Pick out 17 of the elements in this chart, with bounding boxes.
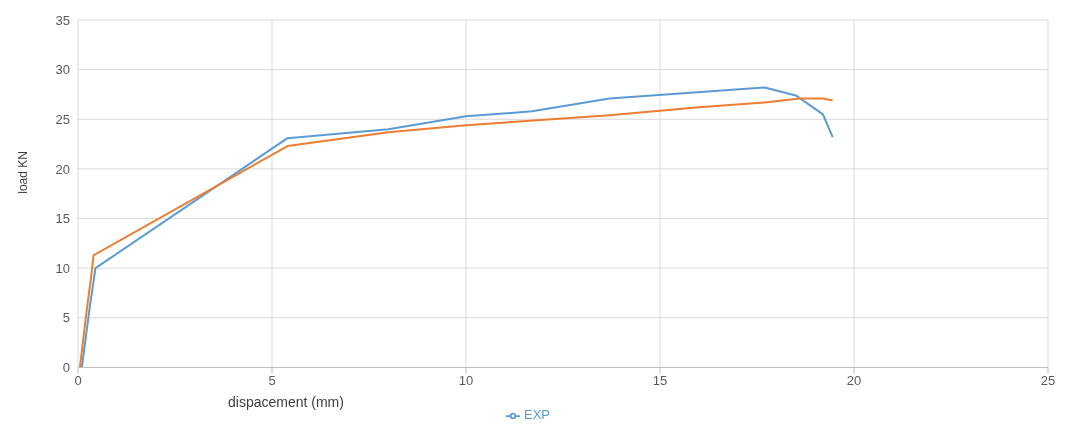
legend-label: EXP: [523, 407, 550, 423]
x-tick-label: 0: [74, 372, 82, 388]
x-axis-title: dispacement (mm): [228, 394, 344, 411]
y-axis-title: load KN: [16, 151, 31, 194]
x-tick-label: 10: [458, 372, 474, 388]
y-tick-label: 10: [55, 260, 70, 276]
x-tick-label: 5: [268, 372, 276, 388]
y-tick-label: 35: [55, 12, 70, 28]
x-tick-label: 25: [1040, 372, 1056, 388]
y-tick-label: 30: [55, 62, 70, 78]
y-tick-label: 20: [55, 161, 70, 177]
y-tick-label: 25: [55, 111, 70, 127]
y-tick-label: 0: [62, 360, 70, 376]
x-tick-label: 20: [846, 372, 862, 388]
y-tick-label: 5: [62, 310, 70, 326]
y-tick-label: 15: [55, 211, 70, 227]
x-tick-label: 15: [652, 372, 668, 388]
